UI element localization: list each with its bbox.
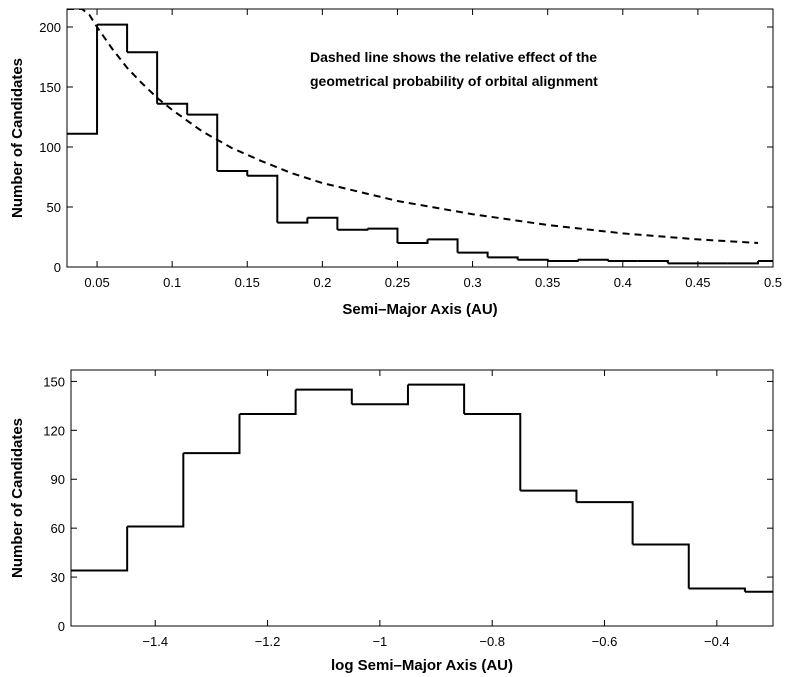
bottom-y-axis-title: Number of Candidates [9, 418, 26, 578]
top-histogram-bin-5 [217, 170, 249, 176]
top-x-tick-label-6: 0.35 [535, 275, 560, 290]
top-x-tick-label-2: 0.15 [235, 275, 260, 290]
top-histogram-bin-2 [127, 51, 159, 104]
bottom-x-tick-label-5: −0.4 [704, 634, 730, 649]
top-histogram-bin-8 [307, 216, 339, 230]
top-x-tick-label-5: 0.3 [464, 275, 482, 290]
top-histogram-bin-15 [517, 258, 549, 261]
top-histogram-bin-10 [367, 227, 399, 243]
top-axis-ticks: 0.05 0.1 0.15 0.2 0.25 0.3 0.35 0.4 0.45 0.5 0 50 10… [39, 9, 782, 290]
top-y-tick-label-1: 50 [47, 200, 61, 215]
bottom-histogram-bin-0 [71, 526, 129, 572]
bottom-histogram-bin-2 [183, 414, 241, 455]
top-plot-frame [66, 8, 774, 268]
bottom-x-tick-label-1: −1.2 [255, 634, 281, 649]
top-histogram-bin-19 [637, 260, 669, 264]
bottom-histogram-bin-1 [127, 453, 185, 528]
top-histogram-bin-6 [247, 174, 279, 223]
bottom-y-tick-label-1: 30 [51, 570, 65, 585]
bottom-axis-ticks: −1.4 −1.2 −1 −0.8 −0.6 −0.4 0 30 60 90 120 150 [43, 370, 773, 649]
top-histogram-bin-22 [727, 261, 759, 265]
top-y-tick-label-0: 0 [54, 260, 61, 275]
top-annotation-line-2: geometrical probability of orbital align… [310, 73, 598, 89]
bottom-x-tick-label-3: −0.8 [479, 634, 505, 649]
bottom-x-axis-title: log Semi–Major Axis (AU) [331, 657, 513, 674]
bottom-histogram-bin-8 [520, 489, 578, 503]
bottom-y-tick-label-4: 120 [43, 423, 65, 438]
top-y-tick-label-2: 100 [39, 140, 61, 155]
top-x-tick-label-3: 0.2 [313, 275, 331, 290]
top-x-tick-label-8: 0.45 [685, 275, 710, 290]
top-x-tick-label-7: 0.4 [614, 275, 632, 290]
top-histogram-bin-7 [277, 217, 309, 224]
top-histogram-bin-9 [337, 228, 369, 231]
top-histogram-bin-11 [397, 239, 429, 244]
top-histogram-bin-4 [187, 113, 219, 171]
bottom-x-tick-label-4: −0.6 [592, 634, 618, 649]
bottom-y-tick-label-0: 0 [58, 619, 65, 634]
bottom-histogram-bin-11 [688, 587, 746, 592]
top-dashed-probability-curve [67, 9, 759, 244]
top-x-tick-label-9: 0.5 [764, 275, 782, 290]
bottom-histogram-bin-4 [295, 388, 353, 405]
top-x-tick-label-1: 0.1 [163, 275, 181, 290]
bottom-histogram-bin-5 [351, 384, 409, 406]
bottom-x-tick-label-2: −1 [372, 634, 387, 649]
bottom-plot-frame [70, 369, 774, 627]
bottom-histogram-marks [71, 383, 773, 593]
top-histogram-bin-1 [97, 23, 129, 53]
top-histogram-bin-12 [427, 238, 459, 253]
top-x-axis-title: Semi–Major Axis (AU) [342, 301, 497, 318]
top-histogram-bin-13 [457, 251, 489, 258]
top-y-axis-title: Number of Candidates [9, 58, 26, 218]
top-x-tick-label-0: 0.05 [84, 275, 109, 290]
bottom-x-tick-label-0: −1.4 [142, 634, 168, 649]
top-x-tick-label-4: 0.25 [385, 275, 410, 290]
top-histogram-marks [67, 9, 773, 265]
bottom-y-tick-label-5: 150 [43, 374, 65, 389]
top-annotation-line-1: Dashed line shows the relative effect of… [310, 49, 597, 65]
bottom-histogram-bin-7 [464, 413, 522, 491]
bottom-histogram-bin-10 [632, 543, 690, 589]
bottom-histogram-bin-9 [576, 501, 634, 545]
bottom-y-tick-label-3: 90 [51, 472, 65, 487]
top-histogram-bin-3 [157, 102, 189, 115]
bottom-histogram-bin-6 [407, 383, 466, 415]
bottom-y-tick-label-2: 60 [51, 521, 65, 536]
top-histogram-bin-17 [577, 258, 609, 261]
bottom-histogram-panel: −1.4 −1.2 −1 −0.8 −0.6 −0.4 0 30 60 90 120 150 log … [9, 369, 774, 674]
top-histogram-bin-16 [547, 259, 579, 262]
top-histogram-bin-0 [67, 24, 99, 135]
top-y-tick-label-3: 150 [39, 80, 61, 95]
top-y-tick-label-4: 200 [39, 20, 61, 35]
bottom-histogram-bin-3 [239, 389, 297, 416]
top-histogram-panel: 0.05 0.1 0.15 0.2 0.25 0.3 0.35 0.4 0.45 0.5 0 50 10… [9, 8, 782, 318]
top-histogram-bin-14 [487, 256, 519, 260]
